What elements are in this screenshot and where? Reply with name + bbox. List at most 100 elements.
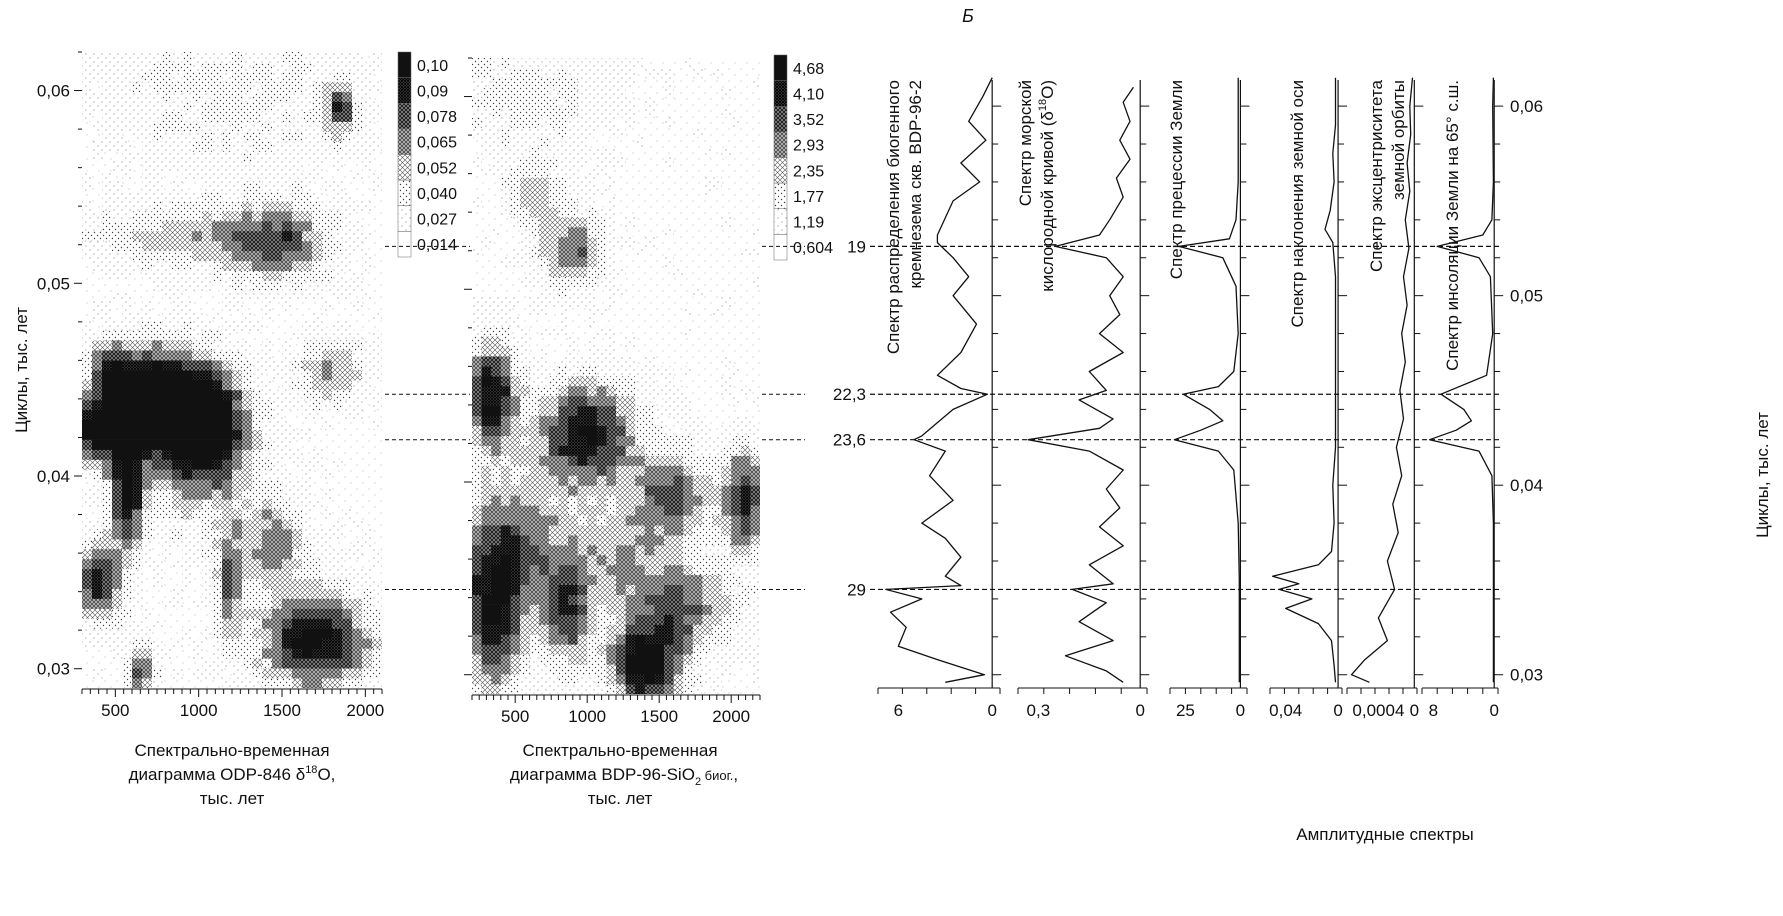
heatmap-cell — [272, 290, 283, 301]
heatmap-cell — [539, 475, 550, 486]
heatmap-cell — [587, 544, 598, 556]
heatmap-cell — [182, 310, 193, 321]
heatmap-cell — [302, 141, 313, 152]
heatmap-cell — [92, 499, 103, 510]
heatmap-cell — [577, 485, 588, 496]
heatmap-cell — [332, 111, 343, 122]
x-tick-label: 500 — [501, 707, 529, 726]
heatmap-cell — [568, 127, 578, 138]
heatmap-cell — [262, 230, 273, 242]
heatmap-cell — [92, 459, 103, 470]
heatmap-cell — [520, 226, 530, 238]
heatmap-cell — [529, 554, 540, 566]
heatmap-cell — [282, 211, 293, 222]
heatmap-cell — [102, 141, 113, 152]
heatmap-cell — [262, 61, 273, 73]
heatmap-cell — [242, 260, 253, 271]
heatmap-cell — [342, 370, 353, 381]
heatmap-cell — [202, 101, 213, 112]
heatmap-cell — [322, 658, 333, 669]
heatmap-cell — [654, 425, 665, 436]
heatmap-cell — [673, 564, 684, 576]
heatmap-cell — [683, 515, 694, 526]
heatmap-cell — [510, 366, 521, 377]
heatmap-cell — [232, 469, 243, 480]
heatmap-cell — [721, 217, 732, 228]
heatmap-cell — [252, 409, 263, 420]
heatmap-cell — [683, 604, 694, 615]
heatmap-cell — [664, 485, 674, 496]
heatmap-cell — [362, 81, 373, 93]
heatmap-cell — [272, 151, 283, 162]
heatmap-cell — [616, 614, 626, 625]
heatmap-cell — [122, 538, 133, 550]
heatmap-cell — [332, 519, 343, 530]
heatmap-cell — [312, 52, 323, 63]
heatmap-cell — [272, 211, 283, 222]
heatmap-cell — [673, 684, 684, 694]
heatmap-cell — [122, 71, 133, 83]
heatmap-cell — [635, 465, 646, 476]
heatmap-cell — [262, 201, 273, 212]
right-y-tick-label: 0,05 — [1510, 287, 1543, 306]
heatmap-cell — [568, 604, 578, 615]
heatmap-cell — [731, 425, 742, 436]
heatmap-cell — [491, 147, 502, 158]
heatmap-cell — [644, 67, 655, 79]
heatmap-cell — [172, 538, 183, 550]
heatmap-cell — [520, 594, 530, 605]
heatmap-cell — [222, 250, 233, 262]
heatmap-cell — [252, 499, 263, 510]
heatmap-cell — [664, 366, 674, 377]
heatmap-cell — [192, 419, 203, 430]
heatmap-cell — [520, 644, 530, 655]
heatmap-cell — [510, 207, 521, 218]
heatmap-cell — [332, 548, 343, 560]
heatmap-cell — [616, 87, 626, 99]
heatmap-cell — [520, 405, 530, 417]
heatmap-cell — [539, 445, 550, 456]
heatmap-cell — [568, 395, 578, 407]
heatmap-cell — [282, 240, 293, 252]
heatmap-cell — [332, 91, 343, 102]
heatmap-cell — [272, 370, 283, 381]
heatmap-cell — [558, 97, 569, 108]
heatmap-cell — [731, 505, 742, 516]
heatmap-cell — [102, 340, 113, 351]
heatmap-cell — [740, 246, 751, 258]
heatmap-cell — [481, 495, 492, 506]
heatmap-cell — [312, 250, 323, 262]
heatmap-cell — [625, 376, 636, 387]
heatmap-cell — [548, 644, 559, 655]
heatmap-cell — [162, 121, 173, 132]
heatmap-cell — [616, 435, 626, 446]
heatmap-cell — [192, 81, 203, 93]
heatmap-cell — [539, 644, 550, 655]
heatmap-cell — [731, 495, 742, 506]
heatmap-cell — [625, 544, 636, 556]
heatmap-cell — [282, 419, 293, 430]
heatmap-cell — [342, 230, 353, 242]
heatmap-cell — [242, 141, 253, 152]
heatmap-cell — [625, 425, 636, 436]
heatmap-cell — [539, 326, 550, 337]
heatmap-cell — [500, 525, 511, 536]
heatmap-cell — [262, 638, 273, 649]
heatmap-cell — [596, 445, 607, 456]
heatmap-cell — [342, 141, 353, 152]
heatmap-cell — [172, 330, 183, 341]
heatmap-cell — [312, 230, 323, 242]
heatmap-cell — [558, 564, 569, 576]
heatmap-cell — [577, 445, 588, 456]
heatmap-cell — [568, 157, 578, 168]
heatmap-cell — [132, 310, 143, 321]
heatmap-cell — [172, 111, 183, 122]
heatmap-cell — [122, 340, 133, 351]
heatmap-cell — [162, 389, 173, 401]
heatmap-cell — [491, 614, 502, 625]
heatmap-cell — [654, 455, 665, 466]
heatmap-cell — [322, 469, 333, 480]
heatmap-cell — [577, 97, 588, 108]
heatmap-cell — [372, 558, 382, 570]
heatmap-cell — [596, 525, 607, 536]
